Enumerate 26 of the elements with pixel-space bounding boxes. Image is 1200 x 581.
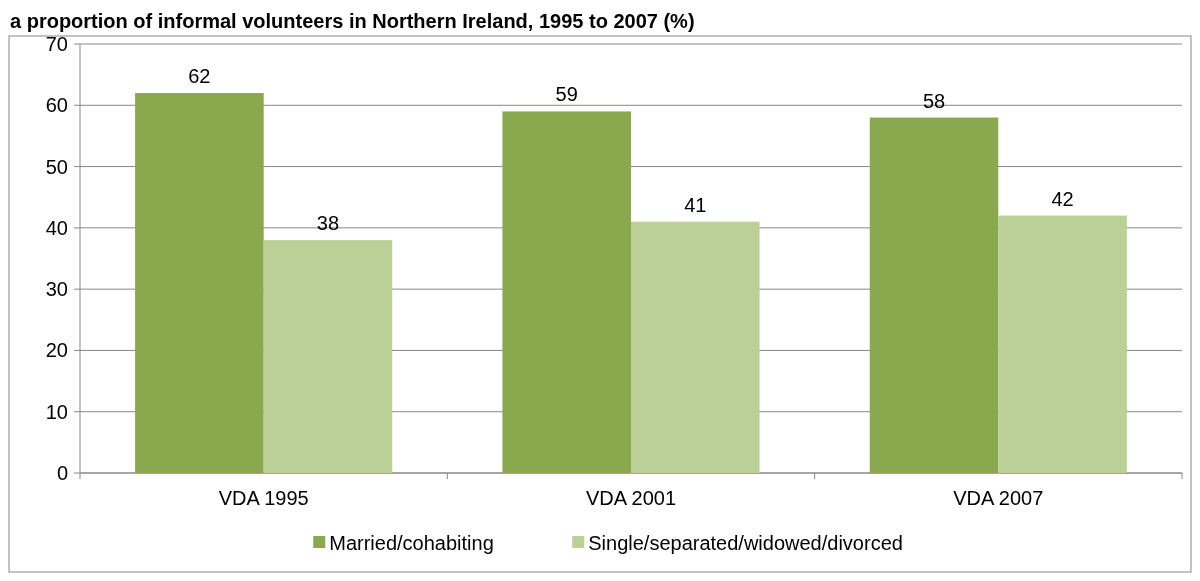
chart-title: a proportion of informal volunteers in Northern Ireland, 1995 to 2007 (%) (10, 10, 695, 32)
y-tick-label: 0 (56, 462, 68, 484)
y-tick-label: 70 (45, 33, 68, 55)
bar (869, 117, 999, 473)
bar (998, 215, 1127, 473)
legend-label: Single/separated/widowed/divorced (588, 532, 903, 554)
x-tick-label: VDA 1995 (218, 487, 309, 509)
data-label: 42 (1051, 187, 1074, 210)
data-label: 62 (188, 65, 211, 88)
bar (263, 240, 393, 473)
y-tick-label: 50 (45, 155, 68, 178)
bar (502, 111, 631, 473)
x-tick-label: VDA 2001 (585, 487, 677, 509)
legend-label: Married/cohabiting (329, 532, 494, 554)
data-label: 41 (684, 193, 707, 216)
y-tick-label: 30 (45, 278, 68, 301)
y-tick-label: 10 (45, 400, 68, 423)
y-tick-label: 60 (45, 94, 68, 117)
data-label: 58 (922, 89, 946, 112)
bar (135, 93, 264, 473)
data-label: 59 (555, 83, 578, 106)
bar (631, 221, 760, 473)
y-tick-label: 40 (45, 216, 68, 239)
data-label: 38 (316, 212, 340, 235)
y-tick-label: 20 (45, 339, 68, 362)
x-tick-label: VDA 2007 (953, 487, 1044, 509)
